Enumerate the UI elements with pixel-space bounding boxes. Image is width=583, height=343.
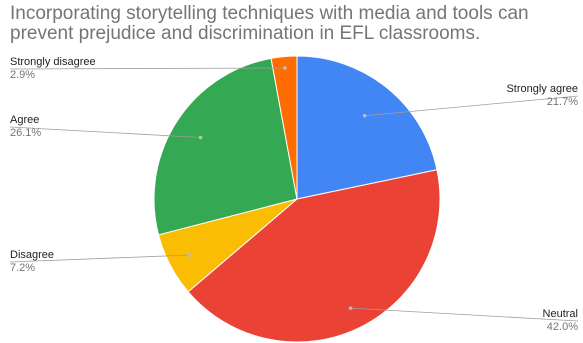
chart-title: Incorporating storytelling techniques wi…	[10, 3, 529, 44]
slice-percent: 26.1%	[10, 127, 41, 139]
slice-label: Agree	[10, 114, 39, 126]
slice-label: Strongly disagree	[10, 56, 96, 68]
slice-percent: 21.7%	[547, 96, 578, 108]
leader-line	[9, 67, 286, 70]
leader-line	[350, 307, 579, 322]
leader-dot	[187, 253, 191, 257]
slice-percent: 7.2%	[10, 262, 35, 274]
leader-dot	[283, 66, 287, 70]
leader-line	[9, 126, 201, 138]
slice-label: Disagree	[10, 249, 54, 261]
leader-dot	[362, 113, 367, 118]
pie-slice-neutral	[187, 169, 441, 343]
leader-line	[364, 95, 579, 117]
slice-label: Neutral	[543, 308, 578, 320]
pie-slice-strongly-agree	[296, 55, 438, 200]
leader-dot	[198, 135, 203, 140]
slice-label: Strongly agree	[506, 83, 578, 95]
slice-percent: 2.9%	[10, 69, 35, 81]
pie-slice-strongly-disagree	[270, 55, 298, 200]
leader-dot	[348, 306, 353, 310]
pie-slice-agree	[153, 57, 298, 236]
slice-percent: 42.0%	[547, 321, 578, 333]
leader-line	[9, 254, 190, 263]
